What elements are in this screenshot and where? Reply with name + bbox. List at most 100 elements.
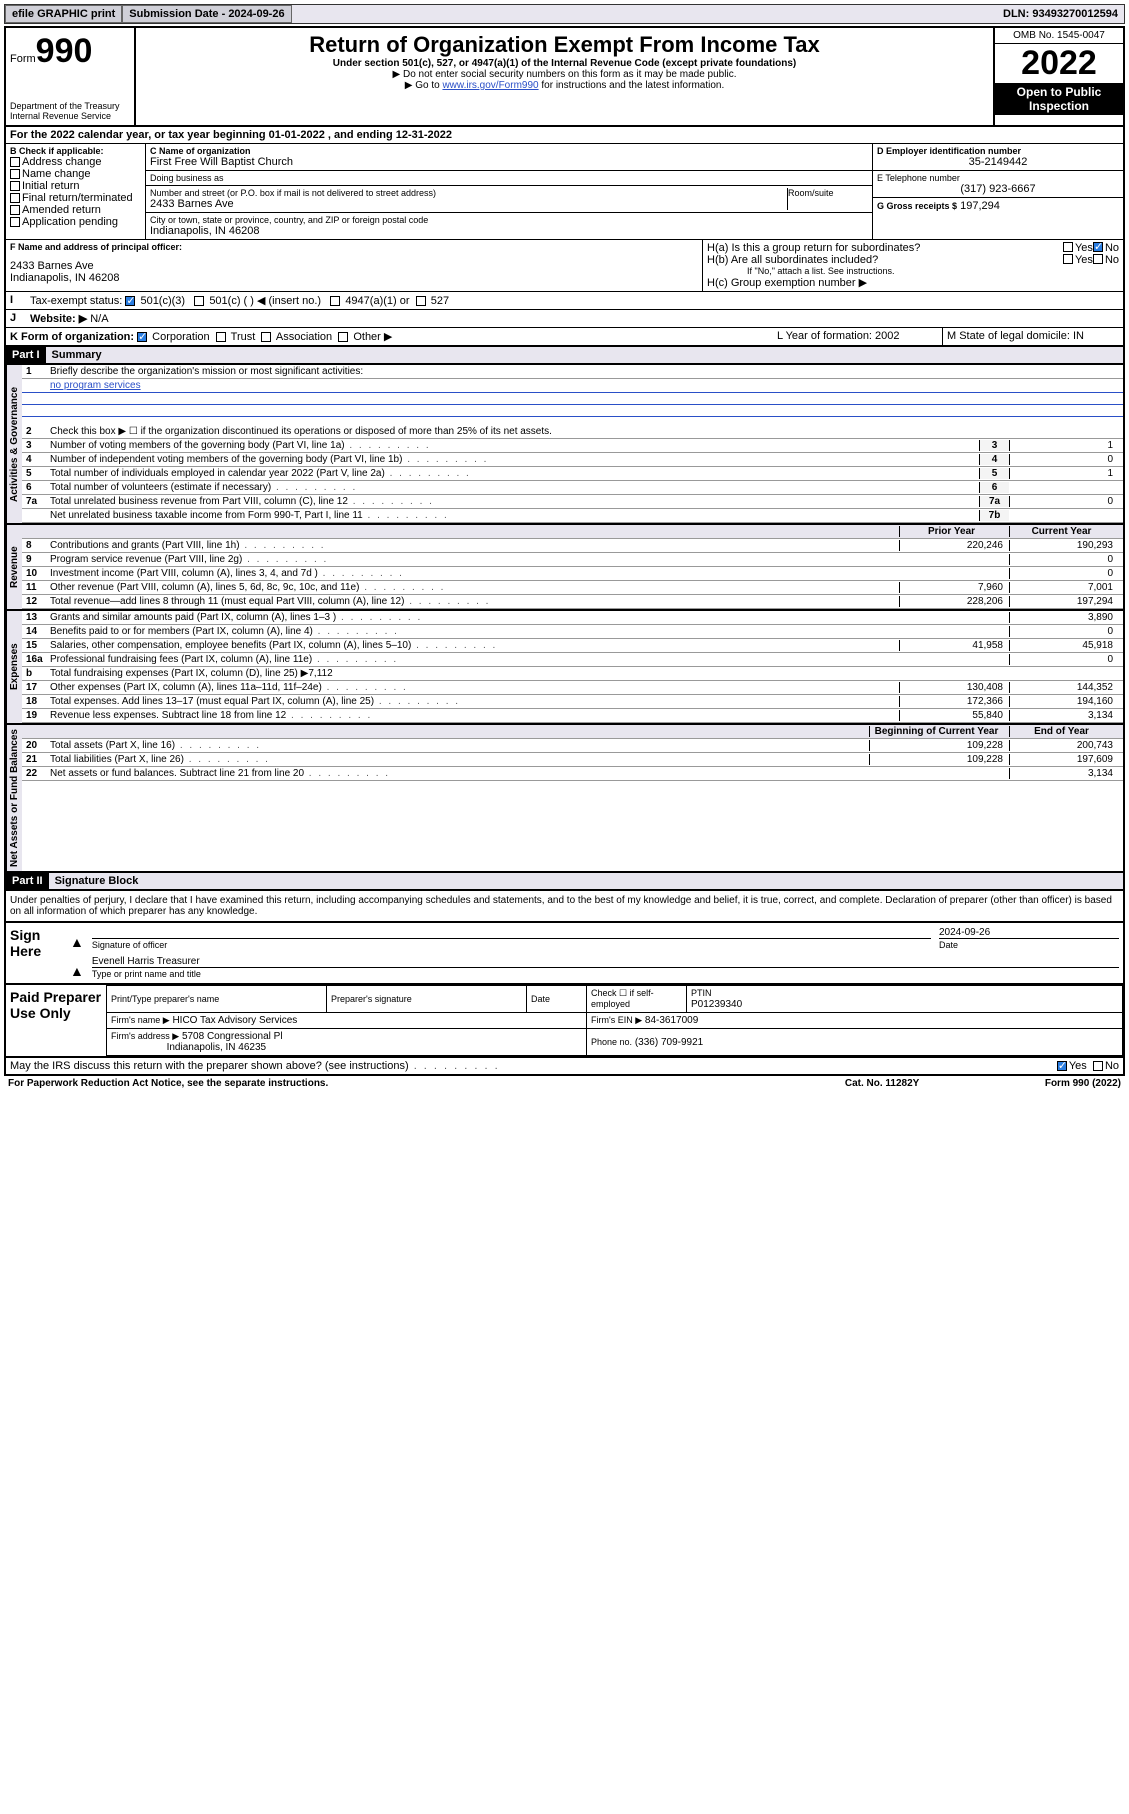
d-val: 35-2149442 <box>877 156 1119 168</box>
footer: For Paperwork Reduction Act Notice, see … <box>4 1076 1125 1091</box>
hb-no: No <box>1105 254 1119 266</box>
paid-label: Paid Preparer Use Only <box>6 985 106 1056</box>
b-opt-5-label: Application pending <box>22 216 118 228</box>
gov-box: 6 <box>979 482 1009 493</box>
dln: DLN: 93493270012594 <box>997 6 1124 22</box>
tab-gov: Activities & Governance <box>6 365 22 523</box>
l1v[interactable]: no program services <box>50 380 141 391</box>
row-curr: 3,134 <box>1009 768 1119 779</box>
line-a-text: For the 2022 calendar year, or tax year … <box>6 127 1123 143</box>
row-prior: 172,366 <box>899 696 1009 707</box>
tab-rev: Revenue <box>6 525 22 609</box>
form-number: 990 <box>36 32 93 70</box>
b-opt-1: Name change <box>10 168 141 180</box>
instr1: ▶ Do not enter social security numbers o… <box>140 69 989 80</box>
row-prior: 130,408 <box>899 682 1009 693</box>
row-desc: Grants and similar amounts paid (Part IX… <box>50 612 899 623</box>
row-desc: Net assets or fund balances. Subtract li… <box>50 768 869 779</box>
sig-date-v: 2024-09-26 <box>939 927 1119 938</box>
section-gov: Activities & Governance 1 Briefly describ… <box>4 365 1125 525</box>
sign-here: Sign Here <box>10 927 70 979</box>
row-curr: 7,001 <box>1009 582 1119 593</box>
tab-net: Net Assets or Fund Balances <box>6 725 22 871</box>
row-prior: 41,958 <box>899 640 1009 651</box>
c-addr: 2433 Barnes Ave <box>150 198 787 210</box>
hb-label: H(b) Are all subordinates included? <box>707 254 1063 266</box>
firm-ein: 84-3617009 <box>645 1015 698 1026</box>
efile-label: efile GRAPHIC print <box>5 5 122 23</box>
hc-label: H(c) Group exemption number ▶ <box>707 276 1119 289</box>
pt-check: Check ☐ if self-employed <box>591 988 654 1009</box>
sig-date-l: Date <box>939 938 1119 950</box>
part1-hdr: Part I <box>6 347 46 363</box>
k-o2: Trust <box>231 331 256 343</box>
gov-desc: Total number of individuals employed in … <box>50 468 979 479</box>
f-addr2: Indianapolis, IN 46208 <box>10 272 698 284</box>
row-desc: Total revenue—add lines 8 through 11 (mu… <box>50 596 899 607</box>
dept: Department of the Treasury Internal Reve… <box>10 101 130 121</box>
l1: Briefly describe the organization's miss… <box>50 366 1119 377</box>
row-curr: 190,293 <box>1009 540 1119 551</box>
sign-here-block: Sign Here ▲ Signature of officer 2024-09… <box>4 923 1125 985</box>
row-desc: Total assets (Part X, line 16) <box>50 740 869 751</box>
pt-name-l: Print/Type preparer's name <box>111 994 219 1004</box>
c-name-label: C Name of organization <box>150 146 868 156</box>
instr2-pre: ▶ Go to <box>405 80 443 91</box>
part1-title: Summary <box>46 347 1123 363</box>
c-dba-label: Doing business as <box>150 173 868 183</box>
l-val: L Year of formation: 2002 <box>773 328 943 345</box>
gov-desc: Number of independent voting members of … <box>50 454 979 465</box>
row-curr: 197,294 <box>1009 596 1119 607</box>
c-city-label: City or town, state or province, country… <box>150 215 868 225</box>
row-desc: Professional fundraising fees (Part IX, … <box>50 654 899 665</box>
may-no: No <box>1105 1060 1119 1072</box>
k-label: K Form of organization: <box>10 331 134 343</box>
row-curr: 197,609 <box>1009 754 1119 765</box>
row-prior: 220,246 <box>899 540 1009 551</box>
e-label: E Telephone number <box>877 173 1119 183</box>
h-note: If "No," attach a list. See instructions… <box>707 266 1119 276</box>
gov-box: 7b <box>979 510 1009 521</box>
k-o1: Corporation <box>152 331 209 343</box>
row-desc: Program service revenue (Part VIII, line… <box>50 554 899 565</box>
c-city: Indianapolis, IN 46208 <box>150 225 868 237</box>
hb-yes: Yes <box>1075 254 1093 266</box>
firm-addr1: 5708 Congressional Pl <box>182 1031 283 1042</box>
form-title: Return of Organization Exempt From Incom… <box>140 32 989 58</box>
ha-label: H(a) Is this a group return for subordin… <box>707 242 1063 254</box>
may-discuss: May the IRS discuss this return with the… <box>4 1058 1125 1076</box>
form-foot: Form 990 (2022) <box>1045 1078 1121 1089</box>
form-subtitle: Under section 501(c), 527, or 4947(a)(1)… <box>140 58 989 69</box>
i-o2: 501(c) ( ) ◀ (insert no.) <box>209 295 321 307</box>
tax-year: 2022 <box>995 44 1123 83</box>
i-o1: 501(c)(3) <box>140 295 185 307</box>
row-prior: 7,960 <box>899 582 1009 593</box>
row-prior: 228,206 <box>899 596 1009 607</box>
j-val: N/A <box>90 313 108 325</box>
line-j: J Website: ▶ N/A <box>4 310 1125 328</box>
gov-val: 1 <box>1009 468 1119 479</box>
instr2-link[interactable]: www.irs.gov/Form990 <box>442 80 538 91</box>
f-label: F Name and address of principal officer: <box>10 242 698 252</box>
l2: Check this box ▶ ☐ if the organization d… <box>50 426 1119 437</box>
section-exp: Expenses 13Grants and similar amounts pa… <box>4 611 1125 725</box>
i-o4: 527 <box>431 295 449 307</box>
gov-box: 3 <box>979 440 1009 451</box>
firm-addr-l: Firm's address ▶ <box>111 1031 179 1041</box>
part2-title: Signature Block <box>49 873 1123 889</box>
instr2: ▶ Go to www.irs.gov/Form990 for instruct… <box>140 80 989 91</box>
c-name: First Free Will Baptist Church <box>150 156 868 168</box>
b-opt-2-label: Initial return <box>22 180 79 192</box>
gov-desc: Total number of volunteers (estimate if … <box>50 482 979 493</box>
part2-hdr: Part II <box>6 873 49 889</box>
line-klm: K Form of organization: Corporation Trus… <box>4 328 1125 347</box>
section-net: Net Assets or Fund Balances Beginning of… <box>4 725 1125 873</box>
col-curr: Current Year <box>1009 526 1119 537</box>
submission-date: Submission Date - 2024-09-26 <box>122 5 291 23</box>
ptin-l: PTIN <box>691 988 712 998</box>
gov-val: 1 <box>1009 440 1119 451</box>
sig-officer: Signature of officer <box>92 938 931 950</box>
col-prior: Prior Year <box>899 526 1009 537</box>
gov-val: 0 <box>1009 454 1119 465</box>
gov-desc: Net unrelated business taxable income fr… <box>50 510 979 521</box>
